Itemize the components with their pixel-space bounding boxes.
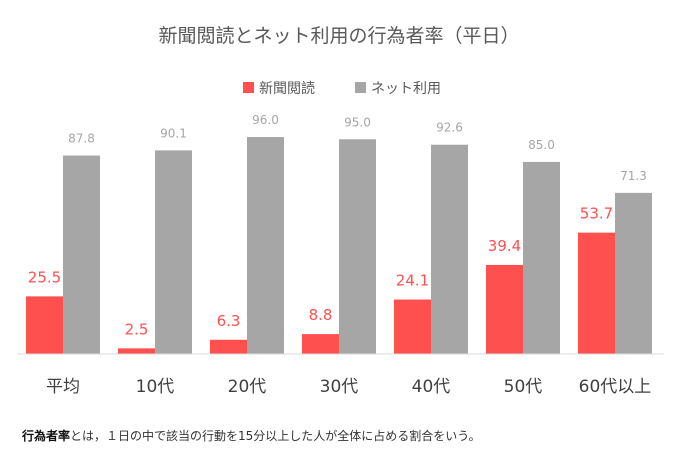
footnote-term: 行為者率: [22, 429, 71, 443]
bar-newspaper: [486, 264, 523, 354]
x-tick-label: 50代: [504, 377, 543, 397]
legend-swatch-1: [355, 82, 366, 93]
footnote: 行為者率とは，１日の中で該当の行動を15分以上した人が全体に占める割合をいう。: [22, 427, 481, 444]
chart-title: 新聞閲読とネット利用の行為者率（平日）: [158, 25, 519, 47]
x-tick-label: 30代: [320, 377, 359, 397]
x-tick-label: 10代: [136, 377, 175, 397]
bar-newspaper: [302, 334, 339, 354]
data-label: 2.5: [125, 320, 149, 338]
data-label: 96.0: [252, 113, 279, 127]
bar-chart: 新聞閲読とネット利用の行為者率（平日） 新聞閲読 ネット利用 25.5 87.8 2.…: [18, 25, 664, 397]
data-label: 87.8: [68, 132, 95, 146]
bar-newspaper: [210, 339, 247, 354]
x-axis-labels: 平均 10代 20代 30代 40代 50代 60代以上: [46, 377, 651, 397]
legend-label-0: 新聞閲読: [259, 80, 315, 97]
bar-internet: [523, 161, 560, 354]
legend: 新聞閲読 ネット利用: [243, 80, 441, 97]
data-label: 92.6: [436, 121, 463, 135]
bar-internet: [615, 192, 652, 354]
bars: 25.5 87.8 2.5 90.1 6.3 96.0 8.8 95.0 24.1 92.6 39.…: [26, 113, 652, 354]
data-label: 24.1: [396, 272, 429, 290]
x-tick-label: 60代以上: [579, 377, 652, 397]
data-label: 25.5: [28, 268, 61, 286]
x-tick-label: 20代: [228, 377, 267, 397]
data-label: 85.0: [528, 138, 555, 152]
bar-internet: [339, 139, 376, 354]
legend-label-1: ネット利用: [371, 81, 441, 97]
data-label: 8.8: [309, 306, 333, 324]
bar-newspaper: [394, 299, 431, 354]
bar-internet: [247, 137, 284, 354]
x-tick-label: 平均: [46, 377, 80, 397]
bar-internet: [63, 155, 100, 354]
legend-swatch-0: [243, 82, 254, 93]
data-label: 53.7: [580, 205, 613, 223]
bar-internet: [155, 150, 192, 354]
bar-newspaper: [26, 296, 63, 354]
bar-newspaper: [578, 232, 615, 354]
data-label: 39.4: [488, 237, 521, 255]
data-label: 90.1: [160, 126, 187, 140]
x-tick-label: 40代: [412, 377, 451, 397]
bar-internet: [431, 144, 468, 354]
footnote-text: とは，１日の中で該当の行動を15分以上した人が全体に占める割合をいう。: [70, 429, 481, 443]
data-label: 6.3: [217, 312, 241, 330]
bar-newspaper: [118, 348, 155, 354]
data-label: 95.0: [344, 115, 371, 129]
data-label: 71.3: [620, 169, 647, 183]
